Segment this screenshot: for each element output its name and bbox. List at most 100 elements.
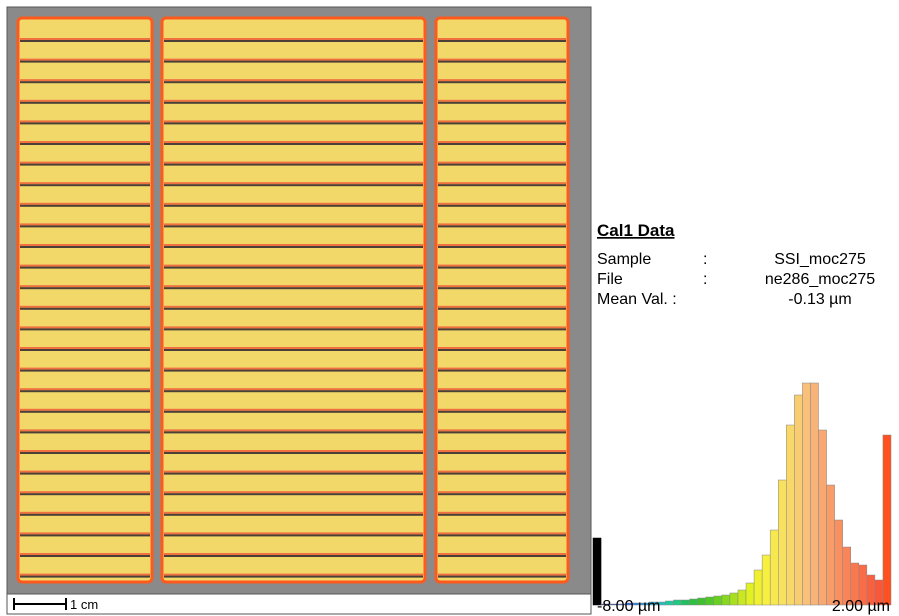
info-sep: : xyxy=(703,251,707,268)
finger-stripe xyxy=(438,491,566,494)
finger-line xyxy=(20,555,150,557)
info-label: Sample xyxy=(597,251,651,268)
finger-stripe xyxy=(164,264,423,267)
histogram-bar xyxy=(729,592,739,606)
finger-stripe xyxy=(20,99,150,102)
info-label: File xyxy=(597,271,623,288)
finger-line xyxy=(438,431,566,434)
finger-line xyxy=(164,307,423,310)
finger-stripe xyxy=(20,450,150,452)
finger-line xyxy=(438,472,566,475)
finger-line xyxy=(164,534,423,537)
finger-stripe xyxy=(20,408,150,411)
finger-line xyxy=(20,163,150,166)
finger-stripe xyxy=(164,408,423,411)
info-title: Cal1 Data xyxy=(597,221,675,240)
finger-stripe xyxy=(20,120,150,123)
finger-stripe xyxy=(438,264,566,267)
finger-line xyxy=(438,246,566,248)
finger-stripe xyxy=(20,511,150,514)
finger-line xyxy=(20,513,150,516)
scale-label: 1 cm xyxy=(70,597,98,612)
finger-line xyxy=(20,101,150,104)
finger-line xyxy=(164,452,423,454)
finger-stripe xyxy=(164,120,423,123)
finger-stripe xyxy=(20,326,150,329)
finger-line xyxy=(438,225,566,228)
finger-line xyxy=(438,493,566,496)
histogram-bar xyxy=(713,595,723,606)
finger-stripe xyxy=(438,450,566,452)
finger-stripe xyxy=(164,470,423,473)
finger-stripe xyxy=(164,202,423,205)
finger-line xyxy=(20,349,150,351)
finger-line xyxy=(164,328,423,331)
finger-line xyxy=(20,225,150,228)
finger-stripe xyxy=(20,58,150,61)
finger-stripe xyxy=(164,161,423,164)
histogram-bar xyxy=(745,582,755,606)
finger-stripe xyxy=(164,573,423,576)
finger-line xyxy=(20,81,150,84)
finger-stripe xyxy=(20,202,150,205)
finger-stripe xyxy=(438,161,566,164)
finger-line xyxy=(20,575,150,578)
finger-stripe xyxy=(164,305,423,308)
finger-stripe xyxy=(438,202,566,205)
finger-stripe xyxy=(20,367,150,370)
finger-stripe xyxy=(438,58,566,61)
finger-line xyxy=(20,472,150,475)
finger-line xyxy=(438,81,566,84)
histogram-bar xyxy=(697,597,707,606)
finger-line xyxy=(20,493,150,496)
finger-line xyxy=(20,307,150,310)
finger-line xyxy=(164,513,423,516)
finger-line xyxy=(438,534,566,537)
finger-stripe xyxy=(438,305,566,308)
finger-stripe xyxy=(438,326,566,329)
finger-line xyxy=(438,163,566,166)
finger-stripe xyxy=(20,470,150,473)
finger-stripe xyxy=(438,573,566,576)
finger-stripe xyxy=(20,553,150,555)
finger-line xyxy=(20,204,150,207)
histogram-bar xyxy=(721,594,731,606)
finger-stripe xyxy=(438,244,566,246)
finger-stripe xyxy=(438,99,566,102)
finger-stripe xyxy=(164,141,423,143)
finger-line xyxy=(20,328,150,331)
finger-stripe xyxy=(438,532,566,535)
finger-line xyxy=(164,410,423,413)
finger-stripe xyxy=(438,408,566,411)
finger-line xyxy=(20,390,150,393)
finger-stripe xyxy=(164,367,423,370)
finger-stripe xyxy=(438,367,566,370)
finger-stripe xyxy=(20,141,150,143)
finger-line xyxy=(20,60,150,63)
finger-stripe xyxy=(164,38,423,40)
finger-stripe xyxy=(438,347,566,349)
finger-line xyxy=(20,266,150,269)
cell-panel xyxy=(16,16,154,584)
finger-stripe xyxy=(164,99,423,102)
finger-stripe xyxy=(164,347,423,349)
scale-strip xyxy=(6,593,592,615)
finger-line xyxy=(20,184,150,187)
finger-line xyxy=(438,349,566,351)
histogram-bar xyxy=(705,596,715,606)
finger-line xyxy=(164,431,423,434)
finger-line xyxy=(438,328,566,331)
finger-stripe xyxy=(164,511,423,514)
finger-stripe xyxy=(20,285,150,288)
finger-line xyxy=(164,122,423,125)
finger-line xyxy=(438,184,566,187)
histogram-bar xyxy=(592,537,602,606)
finger-line xyxy=(164,40,423,42)
cell-panel xyxy=(160,16,427,584)
histogram: -8.00 µm 2.00 µm xyxy=(592,382,892,615)
finger-line xyxy=(20,410,150,413)
finger-stripe xyxy=(20,182,150,185)
finger-line xyxy=(164,493,423,496)
finger-line xyxy=(164,390,423,393)
